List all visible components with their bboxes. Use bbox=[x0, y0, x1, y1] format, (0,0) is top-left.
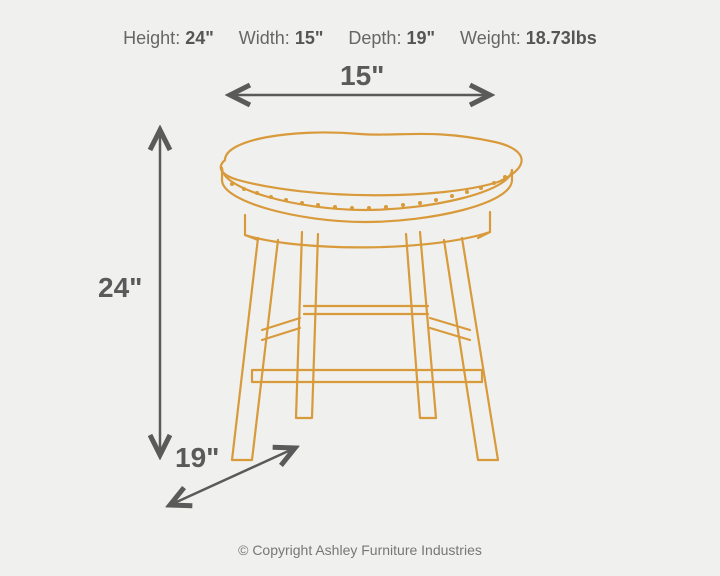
copyright-text: © Copyright Ashley Furniture Industries bbox=[0, 542, 720, 558]
width-dim-label: 15" bbox=[340, 60, 384, 92]
stool-drawing bbox=[221, 132, 522, 460]
depth-dim-label: 19" bbox=[175, 442, 219, 474]
height-dim-label: 24" bbox=[98, 272, 142, 304]
